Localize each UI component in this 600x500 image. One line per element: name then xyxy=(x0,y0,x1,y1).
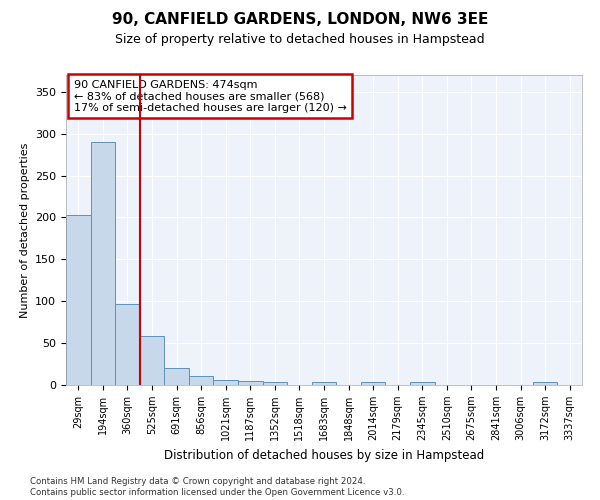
Bar xyxy=(115,304,140,385)
Text: 90, CANFIELD GARDENS, LONDON, NW6 3EE: 90, CANFIELD GARDENS, LONDON, NW6 3EE xyxy=(112,12,488,28)
Bar xyxy=(91,142,115,385)
Bar xyxy=(214,380,238,385)
Bar xyxy=(164,368,189,385)
Text: Contains public sector information licensed under the Open Government Licence v3: Contains public sector information licen… xyxy=(30,488,404,497)
Bar xyxy=(361,382,385,385)
Bar xyxy=(66,215,91,385)
Text: Contains HM Land Registry data © Crown copyright and database right 2024.: Contains HM Land Registry data © Crown c… xyxy=(30,477,365,486)
Bar xyxy=(238,381,263,385)
Bar xyxy=(533,382,557,385)
Bar xyxy=(140,336,164,385)
Bar xyxy=(410,382,434,385)
Bar xyxy=(312,382,336,385)
Y-axis label: Number of detached properties: Number of detached properties xyxy=(20,142,29,318)
Bar xyxy=(189,376,214,385)
X-axis label: Distribution of detached houses by size in Hampstead: Distribution of detached houses by size … xyxy=(164,448,484,462)
Text: 90 CANFIELD GARDENS: 474sqm
← 83% of detached houses are smaller (568)
17% of se: 90 CANFIELD GARDENS: 474sqm ← 83% of det… xyxy=(74,80,347,113)
Text: Size of property relative to detached houses in Hampstead: Size of property relative to detached ho… xyxy=(115,32,485,46)
Bar xyxy=(263,382,287,385)
